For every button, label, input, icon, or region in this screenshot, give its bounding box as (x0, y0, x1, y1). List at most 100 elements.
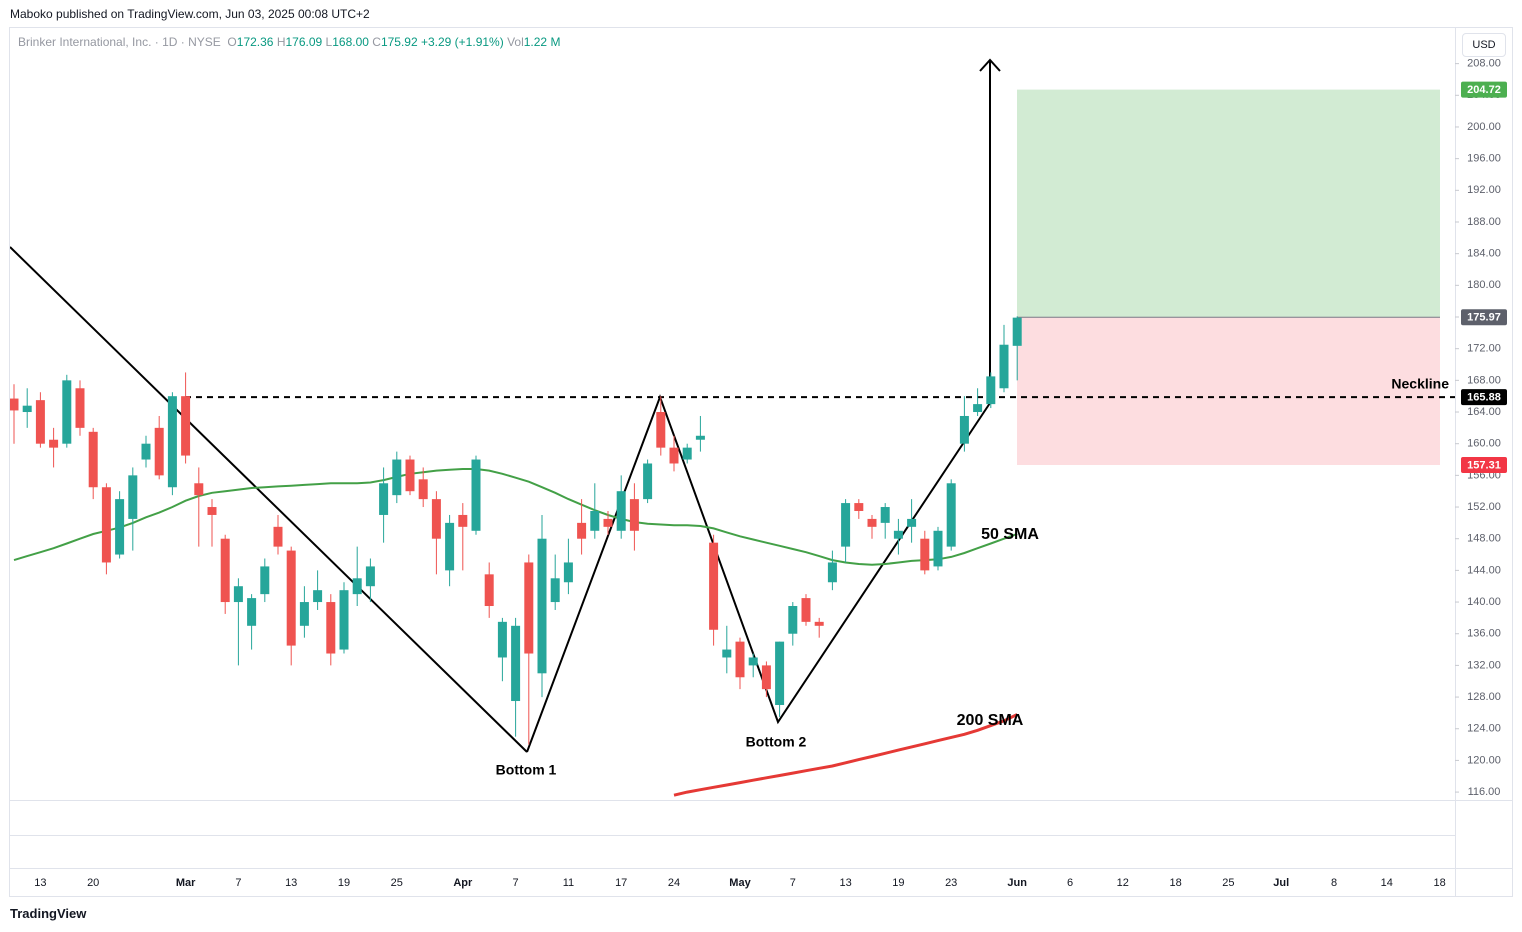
currency-button[interactable]: USD (1462, 33, 1506, 57)
sma-line (673, 713, 1018, 797)
candle-body (511, 625, 521, 702)
x-tick-label: Mar (176, 877, 196, 889)
symbol: Brinker International, Inc. · 1D · NYSE (18, 35, 221, 49)
y-tick-label: 172.00 (1467, 343, 1501, 355)
field-value: 168.00 (332, 35, 369, 49)
target-zone (1017, 89, 1440, 318)
candle-body (973, 404, 983, 413)
stop-zone (1017, 317, 1440, 465)
candle-body (643, 463, 653, 500)
plot-area (10, 58, 1455, 797)
trendline (10, 246, 528, 753)
candle-body (471, 459, 481, 531)
candle-body (854, 503, 864, 511)
volume-label: Vol (507, 35, 524, 49)
candle-body (141, 443, 151, 460)
field-label: C (372, 35, 381, 49)
x-tick-label: 19 (892, 877, 904, 889)
x-tick-label: 7 (235, 877, 241, 889)
legend: Brinker International, Inc. · 1D · NYSE … (18, 35, 560, 49)
x-tick-label: 6 (1067, 877, 1073, 889)
price-tag-label: 157.31 (1467, 459, 1501, 471)
frame (9, 27, 1513, 897)
candle-body (537, 538, 547, 674)
volume: 1.22 M (523, 35, 561, 49)
candle-body (220, 538, 230, 603)
candle-body (260, 566, 270, 595)
candle-body (181, 396, 191, 456)
x-tick-label: 8 (1331, 877, 1337, 889)
candle-body (62, 380, 72, 444)
candle-body (841, 503, 851, 547)
candle-body (629, 499, 639, 531)
y-tick-label: 120.00 (1467, 754, 1501, 766)
footer-logo: TradingView (10, 906, 87, 921)
candle-body (748, 657, 758, 666)
candle-body (10, 398, 19, 411)
sma-line (13, 468, 1018, 566)
candle-body (1012, 317, 1022, 346)
candle-body (286, 550, 296, 646)
series-label: 50 SMA (981, 526, 1039, 543)
candle-body (35, 400, 45, 444)
candle-body (49, 439, 59, 448)
candle-body (999, 344, 1009, 389)
annotations: Bottom 1 Bottom 2 50 SMA 200 SMA Necklin… (496, 376, 1450, 778)
candle-body (986, 376, 996, 405)
candle-body (907, 518, 917, 527)
y-tick-label: 136.00 (1467, 628, 1501, 640)
price-tag (1461, 389, 1507, 406)
candle-body (247, 598, 257, 626)
x-tick-label: 20 (87, 877, 99, 889)
y-tick-label: 160.00 (1467, 438, 1501, 450)
candle-body (497, 621, 507, 658)
x-tick-label: May (729, 877, 751, 889)
field-label: L (325, 35, 333, 49)
candle-body (867, 518, 877, 527)
x-tick-label: Jul (1273, 877, 1289, 889)
y-tick-label: 184.00 (1467, 248, 1501, 260)
candle-body (735, 641, 745, 678)
y-tick-label: 192.00 (1467, 184, 1501, 196)
price-axis: 116.00 120.00 124.00 128.00 132.00 136.00 140.… (1455, 58, 1507, 798)
x-tick-label: 13 (285, 877, 297, 889)
candle-body (761, 665, 771, 690)
x-tick-label: Jun (1007, 877, 1027, 889)
neckline-label: Neckline (1391, 376, 1449, 392)
x-tick-label: 7 (513, 877, 519, 889)
candle-body (590, 510, 600, 531)
candle-body (326, 602, 336, 654)
y-tick-label: 140.00 (1467, 596, 1501, 608)
candle-body (893, 530, 903, 539)
candle-body (101, 487, 111, 563)
x-tick-label: 17 (615, 877, 627, 889)
x-tick-label: 11 (563, 877, 574, 889)
price-tag-label: 204.72 (1467, 84, 1501, 96)
field-value: 175.92 (380, 35, 418, 49)
price-tag (1461, 456, 1507, 473)
y-tick-label: 180.00 (1467, 279, 1501, 291)
ohlc: O172.36 H176.09 L168.00 C175.92 +3.29 (+… (227, 35, 560, 49)
annotation: Bottom 1 (496, 762, 557, 778)
candle-body (669, 447, 679, 464)
price-tag-label: 165.88 (1467, 392, 1501, 404)
candle-body (550, 578, 560, 603)
candle-body (775, 641, 785, 705)
candle-body (946, 483, 956, 547)
price-tag (1461, 309, 1507, 326)
y-tick-label: 132.00 (1467, 659, 1501, 671)
candle-body (75, 388, 85, 428)
candle-body (577, 522, 587, 539)
y-tick-label: 168.00 (1467, 374, 1501, 386)
publisher: Maboko published on TradingView.com, Jun… (10, 7, 370, 21)
candle-body (431, 499, 441, 539)
y-tick-label: 144.00 (1467, 564, 1501, 576)
candle-body (339, 590, 349, 650)
x-tick-label: 23 (945, 877, 957, 889)
x-tick-label: 13 (34, 877, 46, 889)
candle-body (233, 586, 243, 603)
candle-body (524, 562, 534, 654)
candle-body (814, 621, 824, 626)
candle-body (656, 412, 666, 448)
